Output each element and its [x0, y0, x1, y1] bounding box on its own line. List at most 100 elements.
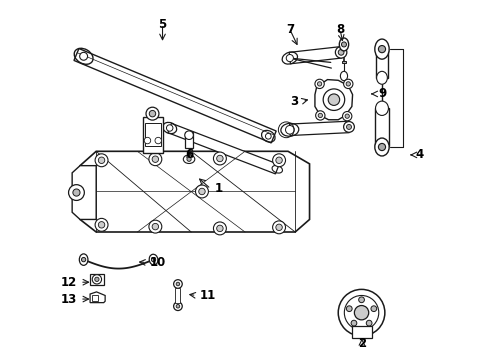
Circle shape — [73, 189, 80, 196]
Circle shape — [346, 82, 350, 86]
Circle shape — [95, 277, 99, 282]
Circle shape — [318, 82, 322, 86]
Circle shape — [338, 289, 385, 336]
Circle shape — [92, 275, 101, 284]
Circle shape — [149, 220, 162, 233]
Circle shape — [346, 125, 351, 130]
Circle shape — [173, 280, 182, 288]
Bar — [375, 108, 389, 146]
Circle shape — [272, 221, 286, 234]
Circle shape — [318, 113, 322, 118]
Ellipse shape — [375, 39, 389, 59]
Bar — [185, 132, 193, 148]
Circle shape — [149, 111, 156, 117]
Circle shape — [378, 143, 386, 150]
Circle shape — [152, 156, 159, 162]
Circle shape — [80, 52, 88, 60]
Bar — [145, 123, 161, 146]
Circle shape — [187, 157, 191, 161]
Circle shape — [343, 79, 353, 89]
Circle shape — [69, 185, 84, 201]
Text: 2: 2 — [358, 337, 366, 350]
Polygon shape — [289, 47, 342, 64]
Circle shape — [354, 306, 368, 320]
Circle shape — [351, 320, 357, 326]
Bar — [375, 49, 389, 78]
Circle shape — [176, 305, 180, 308]
Bar — [351, 326, 371, 338]
Circle shape — [152, 224, 159, 230]
Polygon shape — [90, 292, 105, 303]
Ellipse shape — [339, 38, 349, 51]
Polygon shape — [290, 121, 349, 135]
Circle shape — [338, 49, 344, 55]
Circle shape — [316, 111, 325, 120]
Polygon shape — [80, 151, 310, 232]
Bar — [90, 274, 104, 285]
Circle shape — [217, 155, 223, 162]
Circle shape — [359, 297, 365, 303]
Text: 8: 8 — [336, 23, 344, 36]
Circle shape — [146, 107, 159, 120]
Circle shape — [144, 137, 151, 144]
Text: 5: 5 — [158, 18, 167, 31]
Text: 4: 4 — [416, 148, 423, 161]
Circle shape — [214, 152, 226, 165]
Circle shape — [95, 219, 108, 231]
Circle shape — [344, 296, 379, 330]
Circle shape — [366, 320, 372, 326]
Bar — [342, 61, 346, 63]
Ellipse shape — [375, 138, 389, 156]
Circle shape — [343, 112, 352, 121]
Circle shape — [185, 131, 194, 139]
Text: 3: 3 — [291, 95, 299, 108]
Circle shape — [328, 94, 340, 105]
Bar — [175, 288, 180, 303]
Polygon shape — [168, 123, 279, 174]
Text: 11: 11 — [200, 289, 217, 302]
Circle shape — [155, 137, 161, 144]
Circle shape — [173, 302, 182, 311]
Circle shape — [98, 157, 105, 163]
Ellipse shape — [79, 254, 88, 265]
Circle shape — [346, 306, 352, 311]
Text: 6: 6 — [185, 148, 194, 161]
Circle shape — [323, 89, 344, 111]
Text: 7: 7 — [286, 23, 294, 36]
Circle shape — [342, 42, 346, 47]
Circle shape — [276, 224, 282, 230]
Circle shape — [378, 45, 386, 53]
Text: 12: 12 — [60, 276, 76, 289]
Circle shape — [217, 225, 223, 231]
Circle shape — [286, 54, 294, 62]
Polygon shape — [315, 80, 353, 120]
Ellipse shape — [149, 254, 158, 265]
Circle shape — [176, 282, 180, 286]
Circle shape — [266, 134, 271, 139]
Text: 13: 13 — [60, 293, 76, 306]
Bar — [143, 117, 163, 153]
Circle shape — [272, 154, 286, 167]
Circle shape — [199, 188, 205, 195]
Ellipse shape — [341, 71, 347, 81]
Text: 9: 9 — [378, 87, 387, 100]
Ellipse shape — [377, 71, 388, 84]
Circle shape — [196, 185, 208, 198]
Circle shape — [151, 257, 156, 262]
Text: 10: 10 — [150, 256, 166, 269]
Circle shape — [345, 114, 349, 118]
Circle shape — [167, 125, 173, 131]
Circle shape — [371, 306, 377, 311]
Ellipse shape — [375, 101, 389, 116]
Polygon shape — [74, 49, 276, 143]
Circle shape — [98, 222, 105, 228]
Circle shape — [315, 79, 324, 89]
Text: 1: 1 — [215, 183, 222, 195]
Polygon shape — [72, 166, 96, 220]
Bar — [92, 296, 98, 301]
Circle shape — [335, 46, 347, 58]
Circle shape — [214, 222, 226, 235]
Circle shape — [81, 257, 86, 262]
Circle shape — [286, 126, 294, 134]
Circle shape — [276, 157, 282, 163]
